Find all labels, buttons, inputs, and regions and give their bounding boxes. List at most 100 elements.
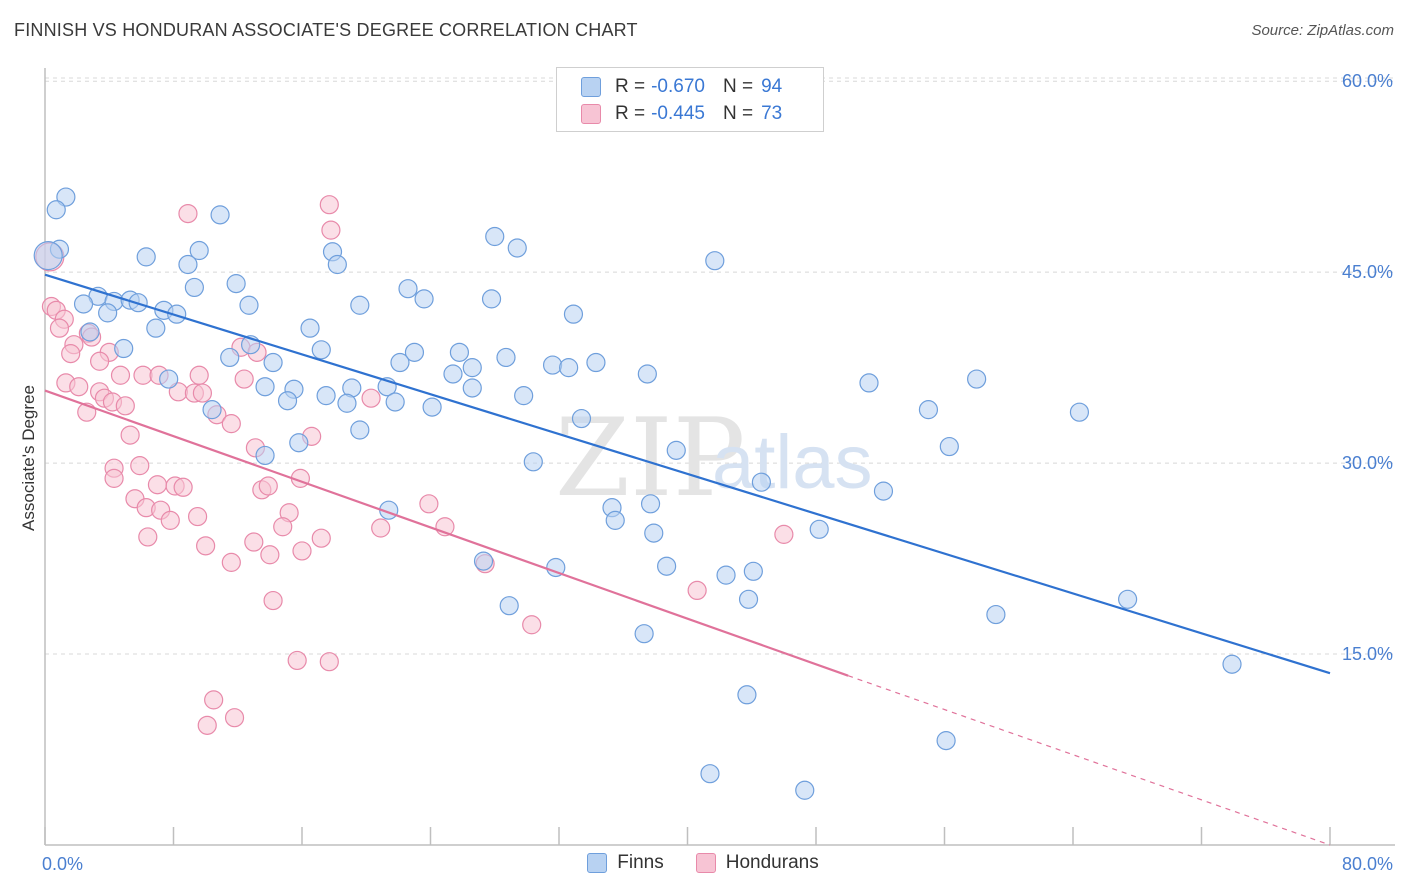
finn-point [485, 226, 505, 247]
finn-point [56, 187, 76, 207]
finn-point [390, 352, 410, 373]
y-tick-label: 60.0% [1342, 71, 1393, 91]
finn-point [33, 241, 63, 271]
finns-swatch [587, 853, 608, 873]
finn-point [263, 352, 283, 373]
honduran-point [196, 536, 216, 556]
finn-point [640, 494, 661, 514]
honduran-point [49, 318, 70, 338]
hondurans-swatch [581, 104, 601, 124]
finn-point [337, 393, 357, 413]
tick-labels: 15.0% 30.0% 45.0% 60.0% 0.0% 80.0% Associate's… [19, 71, 1393, 874]
finn-point [385, 392, 405, 412]
finn-point [255, 377, 275, 397]
legend-row-hondurans: R = -0.445 N = 73 [581, 101, 782, 127]
legend-row-finns: R = -0.670 N = 94 [581, 74, 782, 100]
finn-point [404, 342, 425, 362]
honduran-point [221, 414, 241, 434]
legend-label-hondurans: Hondurans [725, 852, 819, 873]
correlation-legend: R = -0.670 N = 94 R = -0.445 N = 73 [556, 67, 824, 132]
finn-point [98, 303, 118, 323]
finns-points [33, 187, 1242, 800]
hondurans-points [35, 195, 794, 735]
honduran-point [361, 388, 381, 408]
honduran-point [133, 365, 153, 385]
finn-point [422, 397, 442, 417]
r-value: -0.445 [651, 103, 705, 124]
y-axis-title: Associate's Degree [19, 385, 38, 531]
finn-point [644, 523, 664, 543]
series-legend: Finns Hondurans [0, 852, 1406, 874]
honduran-point [419, 494, 439, 514]
x-tick-label: 80.0% [1342, 854, 1393, 874]
finn-point [414, 289, 434, 309]
honduran-point [110, 365, 131, 385]
finn-point [220, 347, 240, 368]
honduran-point [61, 344, 81, 364]
honduran-point [192, 383, 213, 403]
finn-point [939, 436, 959, 457]
finn-point [398, 279, 418, 299]
honduran-point [187, 506, 208, 527]
honduran-point [263, 590, 283, 611]
hondurans-swatch [695, 853, 716, 873]
honduran-point [234, 369, 254, 389]
n-label: N = [722, 103, 754, 124]
finns-trend-line [44, 273, 1331, 675]
finn-point [873, 481, 894, 501]
source-label: Source: ZipAtlas.com [1251, 22, 1394, 39]
finn-point [918, 400, 939, 420]
finn-point [327, 254, 347, 275]
honduran-point [130, 456, 150, 476]
finn-point [795, 780, 815, 800]
honduran-point [189, 365, 209, 385]
n-value: 73 [761, 103, 783, 124]
honduran-point [69, 377, 89, 397]
y-tick-label: 15.0% [1342, 644, 1393, 664]
finn-point [737, 685, 757, 705]
finn-point [202, 400, 222, 420]
finn-point [559, 358, 579, 378]
finn-point [523, 452, 543, 472]
finn-point [73, 294, 94, 314]
finn-point [136, 247, 156, 267]
finn-point [226, 274, 246, 294]
legend-item-finns[interactable]: Finns [587, 852, 664, 874]
finn-point [542, 355, 563, 375]
finn-point [316, 386, 336, 406]
finn-point [146, 318, 166, 338]
finn-point [637, 364, 657, 384]
honduran-point [371, 518, 391, 538]
finn-point [605, 510, 625, 530]
finn-point [967, 369, 987, 389]
finn-point [657, 556, 677, 576]
finn-point [936, 731, 956, 751]
honduran-point [90, 351, 110, 371]
finn-point [859, 373, 879, 393]
chart-title: FINNISH VS HONDURAN ASSOCIATE'S DEGREE C… [14, 20, 638, 40]
honduran-point [292, 541, 312, 561]
finn-point [546, 557, 566, 578]
r-value: -0.670 [651, 76, 705, 97]
finn-point [1222, 654, 1242, 674]
hondurans-trend-line [44, 389, 849, 677]
finn-point [499, 596, 519, 616]
finn-point [666, 440, 686, 460]
legend-item-hondurans[interactable]: Hondurans [695, 852, 819, 874]
watermark-atlas: atlas [712, 420, 873, 505]
n-value: 94 [761, 76, 783, 97]
finn-point [700, 764, 720, 784]
finn-point [449, 342, 470, 362]
finn-point [159, 369, 179, 389]
finn-point [210, 205, 230, 225]
finn-point [507, 238, 527, 258]
trend-lines [44, 273, 1331, 846]
finn-point [311, 340, 331, 360]
finn-point [743, 561, 763, 581]
finn-point [189, 240, 209, 261]
r-label: R = [615, 103, 646, 124]
r-label: R = [615, 76, 646, 97]
n-label: N = [722, 76, 754, 97]
finn-point [563, 304, 584, 324]
honduran-point [173, 477, 193, 497]
